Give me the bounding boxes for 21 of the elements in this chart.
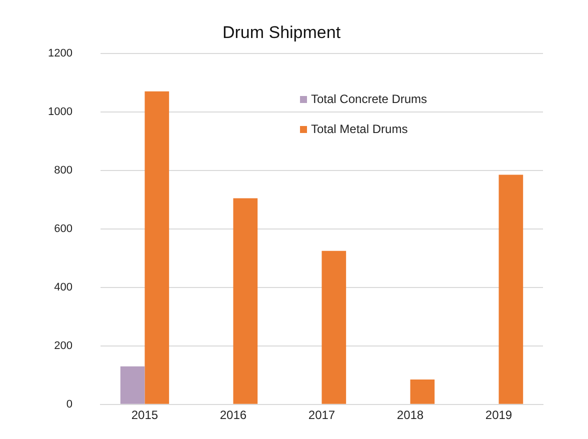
x-tick-label: 2017 [308,408,336,422]
bar [233,198,258,404]
y-tick-label: 400 [54,281,72,294]
x-tick-label: 2016 [220,408,247,422]
bar [144,91,170,404]
y-tick-label: 200 [54,340,72,352]
x-tick-label: 2018 [396,408,424,422]
bar [120,366,145,404]
x-tick-label: 2015 [131,408,158,422]
y-tick-label: 800 [54,164,72,176]
x-tick-label: 2019 [485,408,512,422]
bar [410,380,435,404]
legend-label: Total Metal Drums [310,122,409,136]
bar [322,250,346,404]
bar [498,174,524,404]
y-tick-label: 1200 [48,47,72,60]
y-tick-label: 1000 [48,106,72,118]
chart-title: Drum Shipment [222,22,341,42]
y-tick-label: 600 [54,222,72,235]
legend-label: Total Concrete Drums [310,92,428,106]
y-tick-label: 0 [66,398,72,410]
